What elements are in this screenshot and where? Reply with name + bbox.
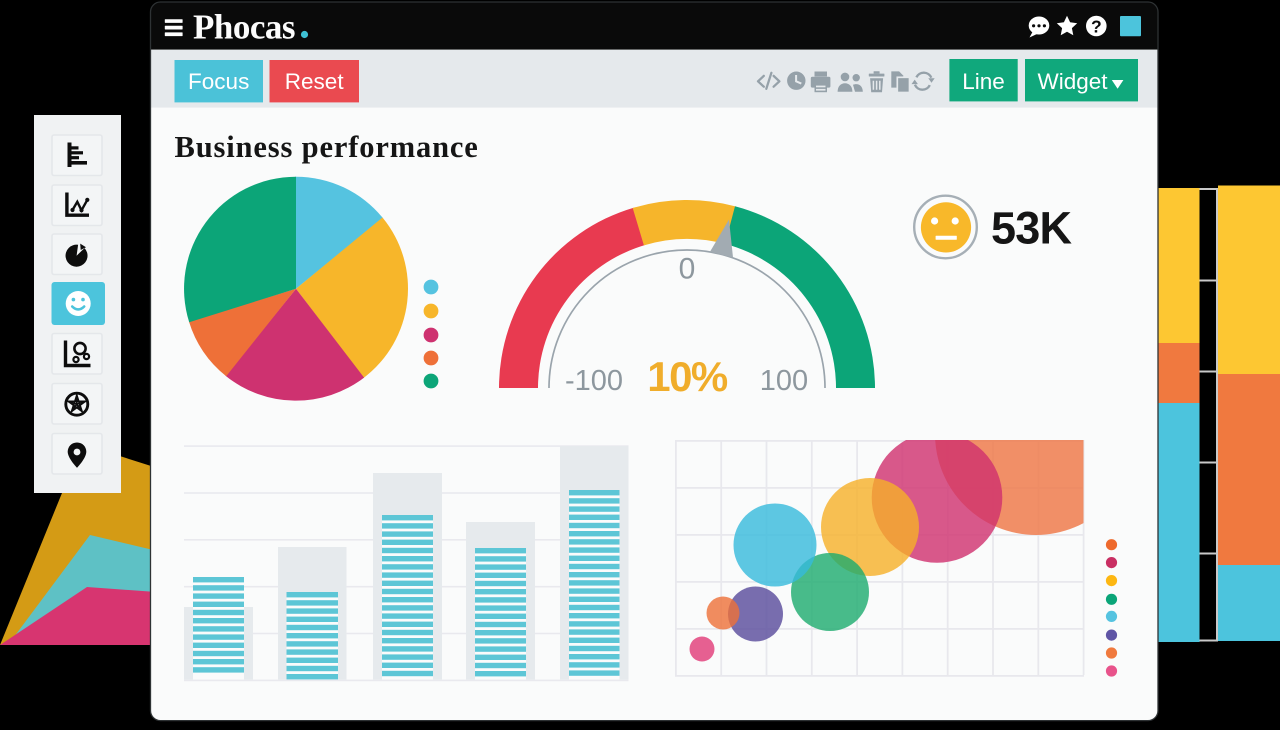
svg-text:100: 100 [760,365,808,397]
svg-text:53K: 53K [991,203,1072,254]
svg-text:-100: -100 [565,365,623,397]
svg-text:Business performance: Business performance [175,130,479,164]
svg-text:Line: Line [962,69,1005,94]
svg-text:?: ? [1091,16,1102,36]
svg-text:Widget: Widget [1037,69,1108,94]
svg-text:Focus: Focus [188,69,249,94]
svg-text:0: 0 [679,253,696,286]
svg-text:Reset: Reset [285,69,345,94]
svg-text:Phocas: Phocas [193,8,295,47]
svg-text:10%: 10% [647,353,728,400]
